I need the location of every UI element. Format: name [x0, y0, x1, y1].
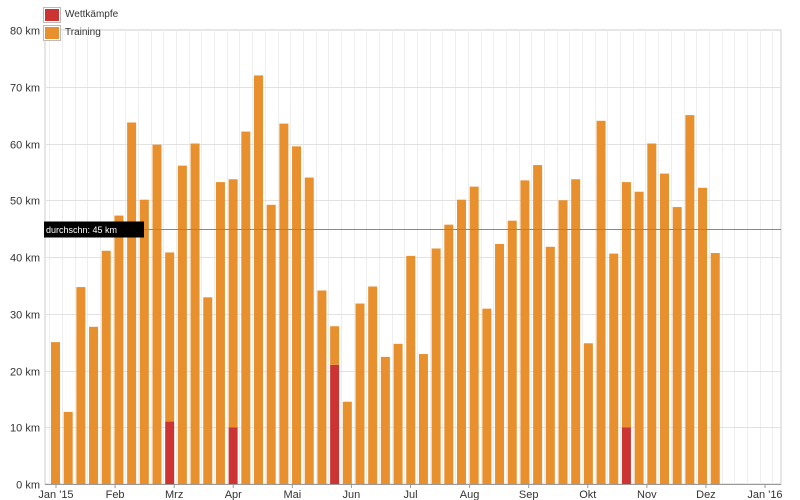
bar-training — [190, 143, 200, 484]
x-tick-label: Aug — [460, 489, 480, 500]
x-tick-label: Okt — [579, 489, 596, 500]
x-tick-label: Mrz — [165, 489, 183, 500]
x-tick-label: Jan '16 — [747, 489, 782, 500]
bar-training — [571, 179, 581, 484]
average-label-box — [44, 221, 144, 238]
bar-training — [254, 75, 263, 485]
average-line-group: durchschn: 45 km — [44, 221, 781, 238]
bar-training — [215, 182, 225, 484]
bar-training — [685, 115, 695, 484]
x-tick-label: Sep — [519, 489, 539, 500]
legend-swatch-training — [43, 24, 61, 41]
bar-training — [368, 286, 378, 484]
y-tick-label: 40 km — [10, 253, 40, 265]
bar-training — [634, 191, 644, 485]
bar-training — [63, 411, 73, 484]
average-label: durchschn: 45 km — [46, 225, 117, 235]
bar-competition — [165, 421, 175, 484]
bar-training — [660, 173, 669, 484]
bar-training — [165, 252, 175, 422]
bar-training — [152, 144, 162, 484]
bar-training — [469, 186, 479, 484]
bar-training — [127, 122, 137, 484]
bar-training — [672, 207, 682, 484]
y-tick-label: 0 km — [16, 480, 40, 492]
bar-training — [279, 123, 289, 484]
y-tick-label: 30 km — [10, 310, 40, 322]
bar-training — [317, 290, 327, 484]
legend: Wettkämpfe Training — [43, 6, 119, 43]
legend-item-training[interactable]: Training — [43, 24, 118, 41]
x-tick-label: Apr — [225, 489, 242, 500]
bar-training — [355, 303, 365, 484]
x-tick-label: Nov — [637, 489, 657, 500]
bar-training — [710, 253, 720, 484]
y-tick-label: 10 km — [10, 423, 40, 435]
bar-training — [520, 180, 530, 484]
x-tick-label: Mai — [283, 489, 301, 500]
bar-training — [406, 255, 416, 484]
bar-training — [241, 131, 251, 484]
y-tick-label: 80 km — [10, 26, 40, 38]
bar-training — [266, 204, 276, 485]
bar-training — [507, 220, 517, 484]
bar-training — [330, 326, 340, 365]
axes: 0 km 10 km 20 km 30 km 40 km 50 km 60 km 70 km 8… — [10, 26, 783, 500]
bar-training — [558, 200, 568, 484]
legend-label-competitions: Wettkämpfe — [65, 9, 119, 20]
bar-training — [495, 243, 505, 484]
y-tick-label: 50 km — [10, 196, 40, 208]
bar-training — [444, 224, 454, 484]
y-tick-label: 70 km — [10, 83, 40, 95]
x-tick-label: Jun — [343, 489, 361, 500]
bar-training — [621, 182, 631, 428]
legend-label-training: Training — [65, 27, 101, 38]
bar-training — [139, 199, 149, 484]
bar-competition — [228, 427, 238, 484]
bar-training — [342, 401, 352, 484]
bar-training — [545, 246, 555, 484]
bar-training — [228, 179, 238, 428]
bar-training — [698, 187, 708, 484]
bar-training — [647, 143, 657, 484]
bar-competition — [330, 364, 340, 484]
bar-training — [89, 326, 99, 484]
bar-training — [76, 287, 86, 484]
y-tick-label: 60 km — [10, 140, 40, 152]
bar-training — [418, 354, 428, 484]
y-tick-label: 20 km — [10, 367, 40, 379]
bar-training — [609, 253, 619, 484]
bar-training — [380, 356, 390, 484]
grid — [44, 29, 782, 485]
bar-training — [177, 165, 187, 484]
bar-training — [393, 343, 403, 484]
bar-training — [292, 146, 302, 484]
bar-training — [114, 215, 124, 484]
x-tick-label: Jul — [403, 489, 417, 500]
bar-training — [596, 120, 606, 485]
legend-swatch-competitions — [43, 6, 61, 23]
bar-competition — [621, 427, 631, 484]
x-tick-label: Feb — [106, 489, 125, 500]
bar-training — [583, 343, 593, 484]
bar-training — [431, 248, 441, 484]
bar-training — [457, 199, 466, 484]
bar-training — [51, 342, 60, 484]
x-tick-label: Jan '15 — [38, 489, 73, 500]
bar-training — [304, 177, 314, 485]
bar-training — [482, 308, 492, 484]
x-tick-label: Dez — [696, 489, 716, 500]
legend-item-competitions[interactable]: Wettkämpfe — [43, 6, 119, 23]
bar-training — [533, 165, 543, 484]
bar-training — [101, 250, 111, 484]
bar-training — [203, 297, 213, 484]
bars — [51, 75, 720, 485]
